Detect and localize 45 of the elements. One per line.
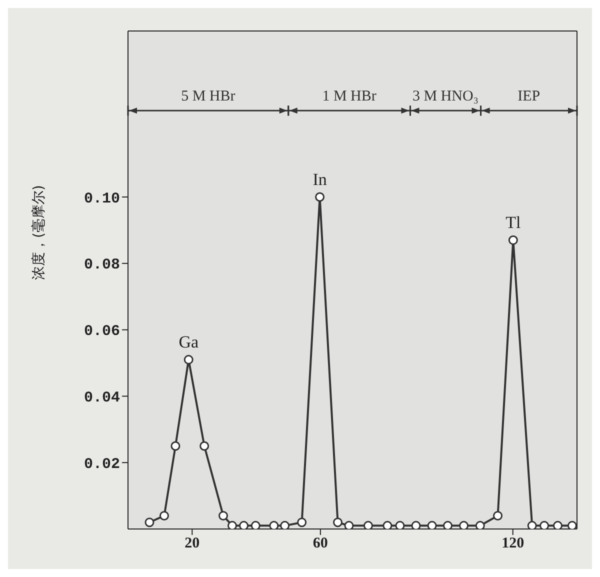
y-tick-label: 0.10 <box>84 190 120 208</box>
point <box>427 520 437 529</box>
annotation: Tl <box>506 213 522 232</box>
y-tick-label: 0.02 <box>84 456 120 473</box>
point <box>493 510 503 520</box>
point <box>567 520 577 529</box>
point <box>395 520 405 529</box>
point <box>411 520 421 529</box>
x-tick-label: 20 <box>184 536 200 552</box>
point <box>227 520 237 529</box>
point <box>144 518 154 528</box>
x-tick-label: 120 <box>502 536 524 552</box>
y-axis-title: 浓度，(毫摩尔) <box>30 185 47 280</box>
band-label: 1 M HBr <box>322 88 376 105</box>
annotation: Ga <box>178 332 199 352</box>
point <box>280 520 290 529</box>
point <box>382 520 392 529</box>
point <box>269 520 279 529</box>
point <box>250 520 260 529</box>
band-label: IEP <box>518 88 540 105</box>
point <box>218 510 228 520</box>
y-tick-label: 0.06 <box>84 323 120 340</box>
point <box>315 192 325 202</box>
point <box>540 520 550 529</box>
point <box>553 520 563 529</box>
point <box>297 518 307 528</box>
point <box>332 518 342 528</box>
point <box>459 520 469 529</box>
point <box>184 354 194 364</box>
point <box>200 441 210 451</box>
point <box>159 510 169 520</box>
y-tick-label: 0.08 <box>84 256 120 274</box>
annotation: In <box>312 170 328 189</box>
point <box>443 520 452 529</box>
y-tick-label: 0.04 <box>84 390 120 407</box>
point <box>344 520 354 529</box>
point <box>527 520 537 529</box>
point <box>239 520 249 529</box>
point <box>475 520 485 529</box>
point <box>508 235 518 245</box>
point <box>363 520 373 529</box>
band-label: 3 M HNO₃ <box>412 88 479 105</box>
point <box>170 441 180 451</box>
band-label: 5 M HBr <box>181 88 236 105</box>
x-tick-label: 60 <box>312 536 328 552</box>
